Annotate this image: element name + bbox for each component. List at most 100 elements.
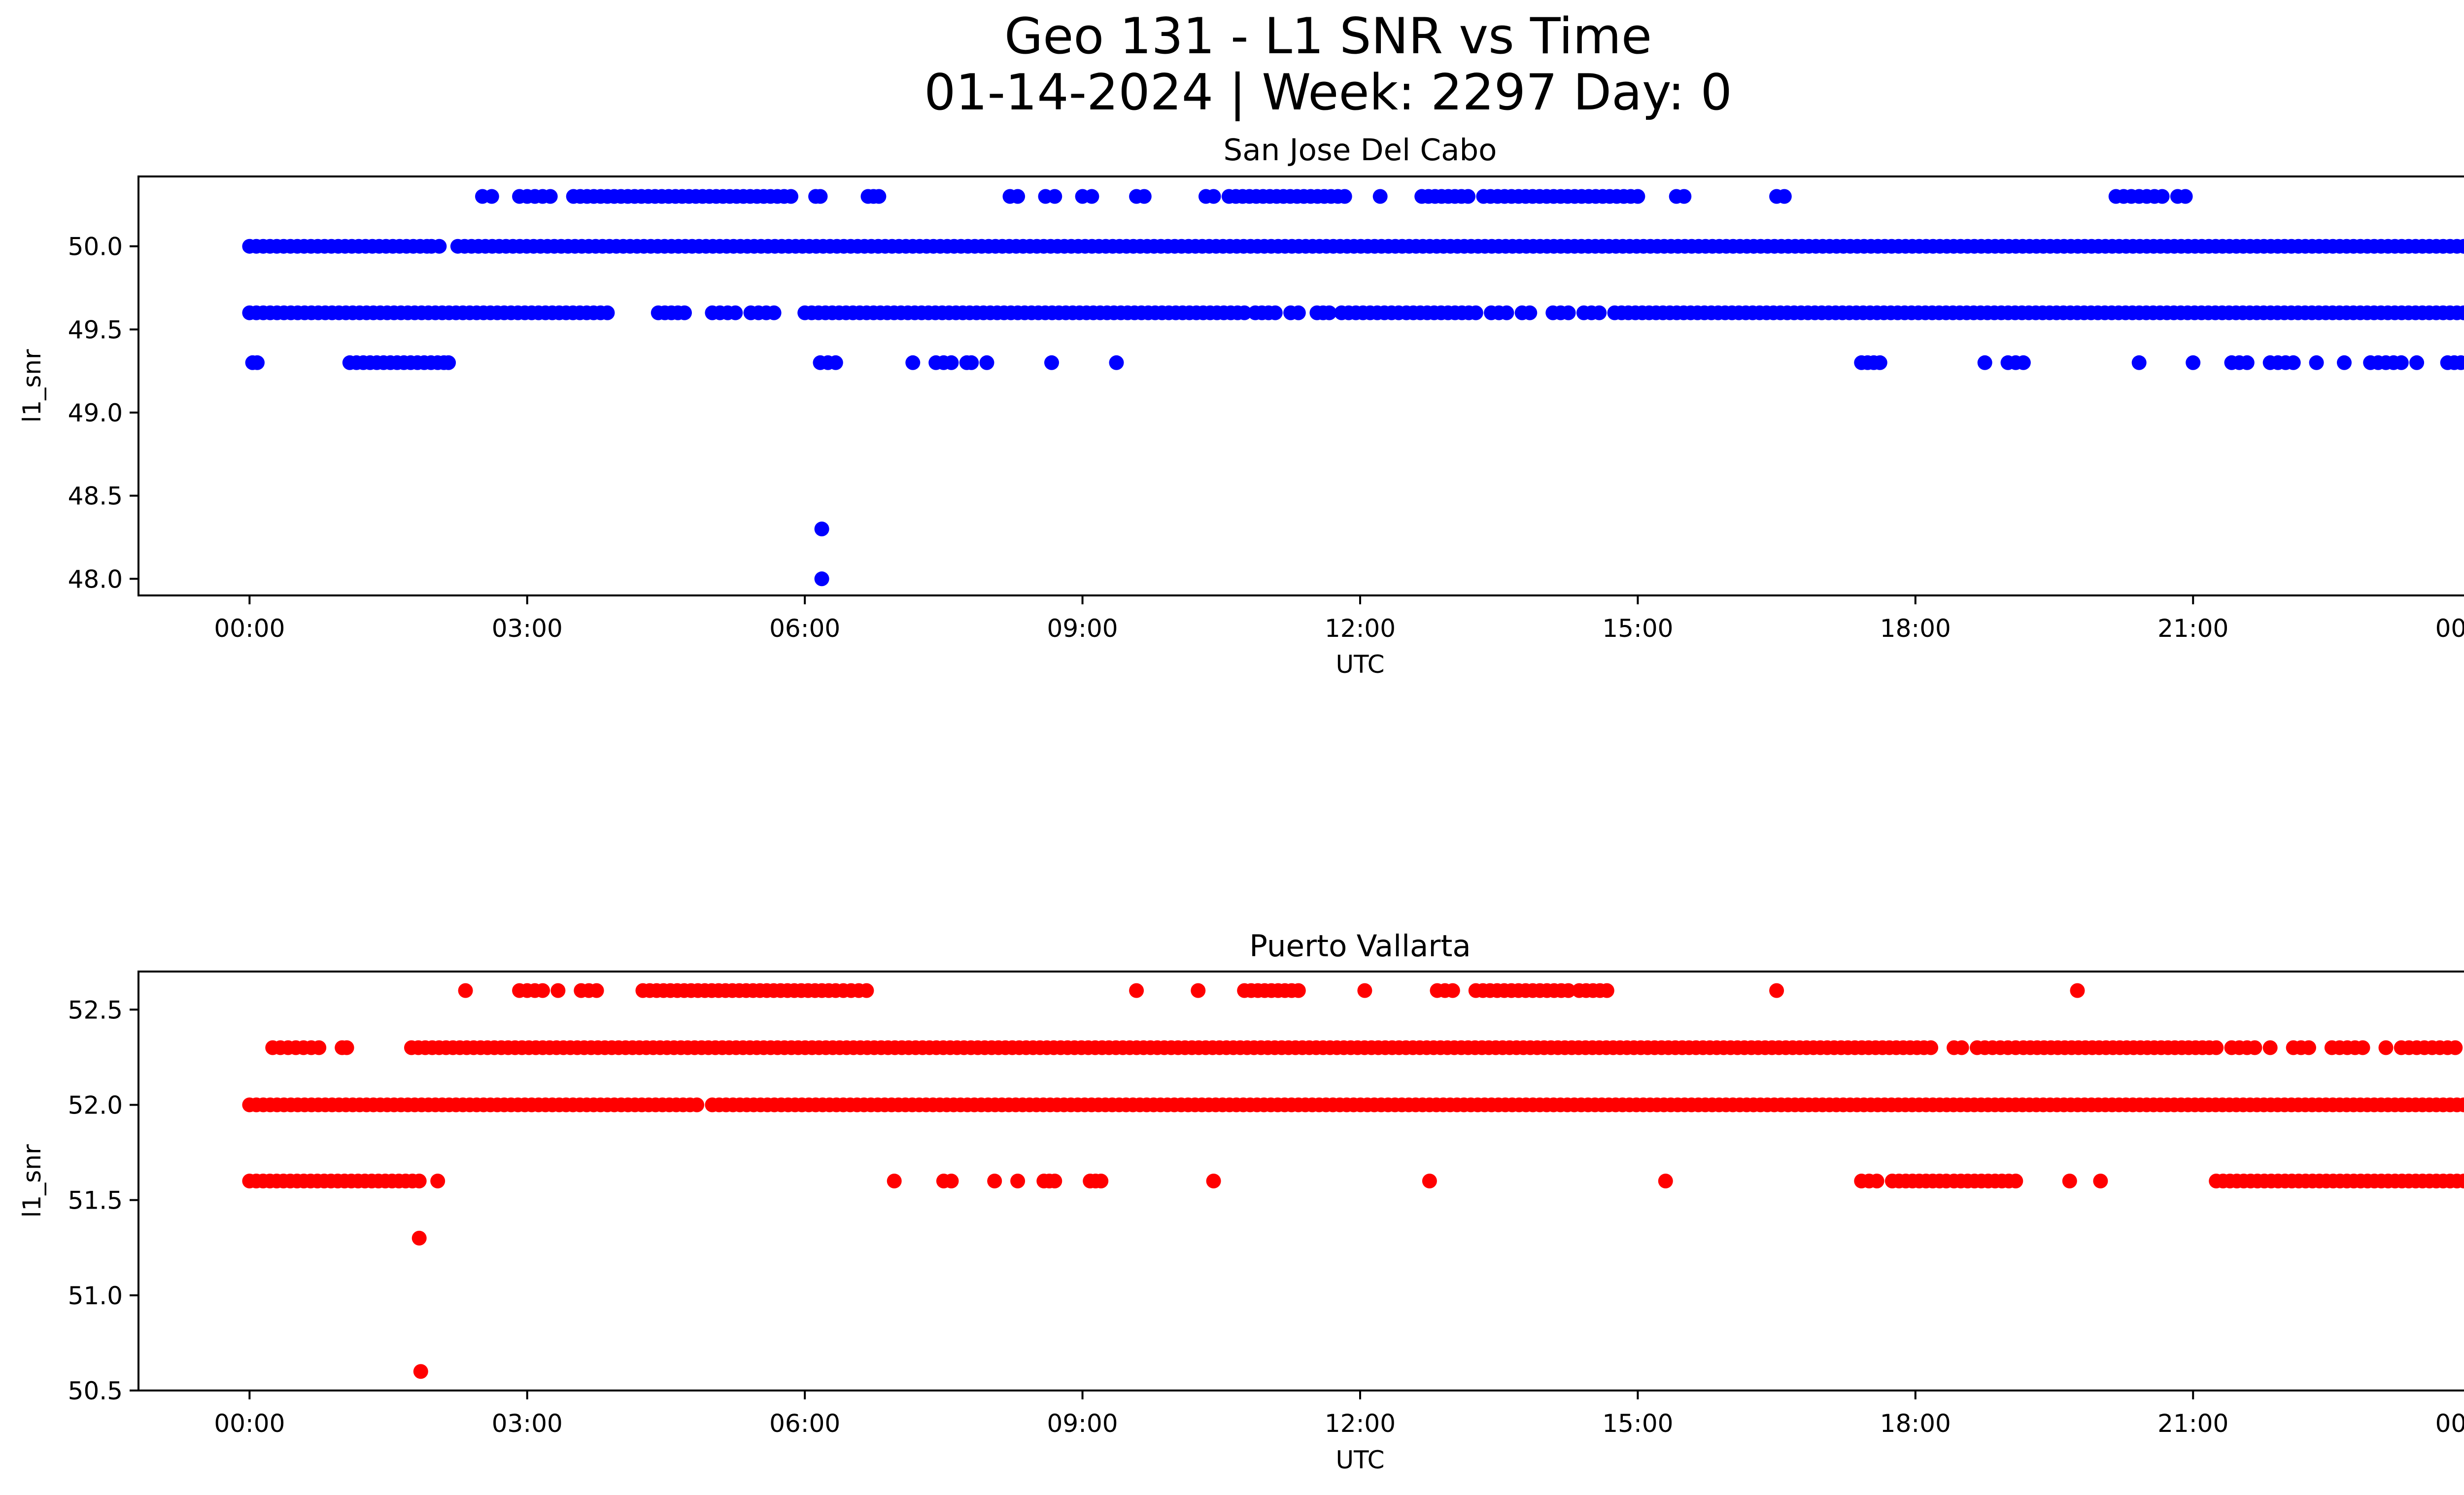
data-point	[1291, 305, 1306, 320]
y-tick-label: 49.5	[68, 315, 123, 344]
chart-puerto-vallarta: Puerto Vallarta 50.5 51.0 51.5 52.0 52.5 00:…	[18, 929, 2464, 1474]
data-point	[871, 189, 887, 204]
y-tick-label: 50.0	[68, 233, 123, 261]
y-tick-label: 51.0	[68, 1282, 123, 1310]
data-point	[1206, 189, 1221, 204]
data-point	[1084, 189, 1099, 204]
data-point	[944, 1174, 959, 1188]
data-point	[1445, 983, 1460, 998]
data-point	[2093, 1174, 2108, 1188]
data-point	[1561, 305, 1576, 320]
data-point	[728, 305, 743, 320]
x-axis-label: UTC	[1335, 650, 1384, 679]
data-point	[430, 1174, 445, 1188]
x-tick-label: 00:00	[2435, 614, 2464, 643]
data-point	[814, 571, 829, 587]
x-tick-label: 06:00	[769, 614, 840, 643]
y-tick-label: 50.5	[68, 1377, 123, 1405]
plot-frame	[137, 175, 2464, 596]
data-point	[2355, 1040, 2370, 1055]
data-point	[1372, 189, 1388, 204]
data-point	[2178, 189, 2193, 204]
figure-title-line-2: 01-14-2024 | Week: 2297 Day: 0	[924, 63, 1732, 122]
data-point	[2209, 1040, 2224, 1055]
x-tick-label: 12:00	[1325, 614, 1396, 643]
data-point	[813, 189, 828, 204]
data-point	[1094, 1174, 1109, 1188]
x-tick-label: 00:00	[2435, 1409, 2464, 1438]
data-point	[411, 1174, 427, 1188]
data-point	[1769, 983, 1784, 998]
x-tick-label: 03:00	[492, 1409, 563, 1438]
data-point	[1237, 305, 1252, 320]
x-tick-label: 09:00	[1047, 1409, 1118, 1438]
figure-title-line-1: Geo 131 - L1 SNR vs Time	[1004, 7, 1652, 65]
data-point	[1869, 1174, 1884, 1188]
data-point	[2286, 355, 2301, 370]
data-point	[1658, 1174, 1673, 1188]
x-tick-label: 00:00	[214, 614, 285, 643]
data-point	[1954, 1040, 1969, 1055]
x-tick-label: 03:00	[492, 614, 563, 643]
data-point	[784, 189, 798, 204]
data-point	[859, 983, 874, 998]
chart-title: Puerto Vallarta	[1249, 929, 1471, 964]
data-point	[1461, 189, 1476, 204]
data-point	[484, 189, 499, 204]
x-tick-label: 00:00	[214, 1409, 285, 1438]
data-point	[1561, 983, 1576, 998]
x-tick-label: 15:00	[1602, 614, 1673, 643]
x-tick-label: 21:00	[2157, 1409, 2228, 1438]
data-point	[1010, 1174, 1026, 1188]
data-point	[2378, 1040, 2394, 1055]
data-point	[2456, 239, 2464, 254]
data-point	[1047, 189, 1062, 204]
data-point	[550, 983, 566, 998]
x-tick-label: 15:00	[1602, 1409, 1673, 1438]
scatter-points	[242, 189, 2464, 587]
data-point	[2456, 305, 2464, 320]
chart-title: San Jose Del Cabo	[1223, 133, 1497, 168]
data-point	[1129, 983, 1144, 998]
data-point	[2016, 355, 2031, 370]
data-point	[2239, 355, 2255, 370]
data-point	[1422, 1174, 1437, 1188]
data-point	[1630, 189, 1645, 204]
data-point	[1206, 1174, 1221, 1188]
data-point	[2155, 189, 2170, 204]
data-point	[311, 1040, 327, 1055]
data-point	[2131, 355, 2147, 370]
data-point	[413, 1364, 428, 1379]
scatter-points	[242, 983, 2464, 1379]
data-point	[887, 1174, 902, 1188]
y-tick-label: 52.5	[68, 996, 123, 1024]
data-point	[979, 355, 994, 370]
data-point	[2301, 1040, 2316, 1055]
data-point	[2460, 356, 2464, 369]
data-point	[2070, 983, 2085, 998]
data-point	[1977, 355, 1992, 370]
data-point	[589, 983, 604, 998]
data-point	[1872, 355, 1887, 370]
data-point	[432, 239, 447, 254]
data-point	[2008, 1174, 2023, 1188]
data-point	[689, 1097, 705, 1113]
data-point	[1923, 1040, 1939, 1055]
data-point	[2262, 1040, 2278, 1055]
data-point	[1044, 355, 1059, 370]
data-point	[2247, 1040, 2262, 1055]
data-point	[1599, 983, 1614, 998]
data-point	[814, 522, 829, 537]
data-point	[411, 1230, 427, 1246]
data-point	[1047, 1174, 1062, 1188]
x-axis-ticks: 00:00 03:00 06:00 09:00 12:00 15:00 18:00 21:00…	[214, 595, 2464, 643]
data-point	[2394, 355, 2409, 370]
data-point	[1357, 983, 1372, 998]
data-point	[2409, 355, 2425, 370]
y-axis-ticks: 48.0 48.5 49.0 49.5 50.0	[68, 233, 138, 593]
data-point	[2456, 1097, 2464, 1113]
x-tick-label: 09:00	[1047, 614, 1118, 643]
data-point	[543, 189, 558, 204]
data-point	[2448, 1040, 2463, 1055]
data-point	[1136, 189, 1152, 204]
